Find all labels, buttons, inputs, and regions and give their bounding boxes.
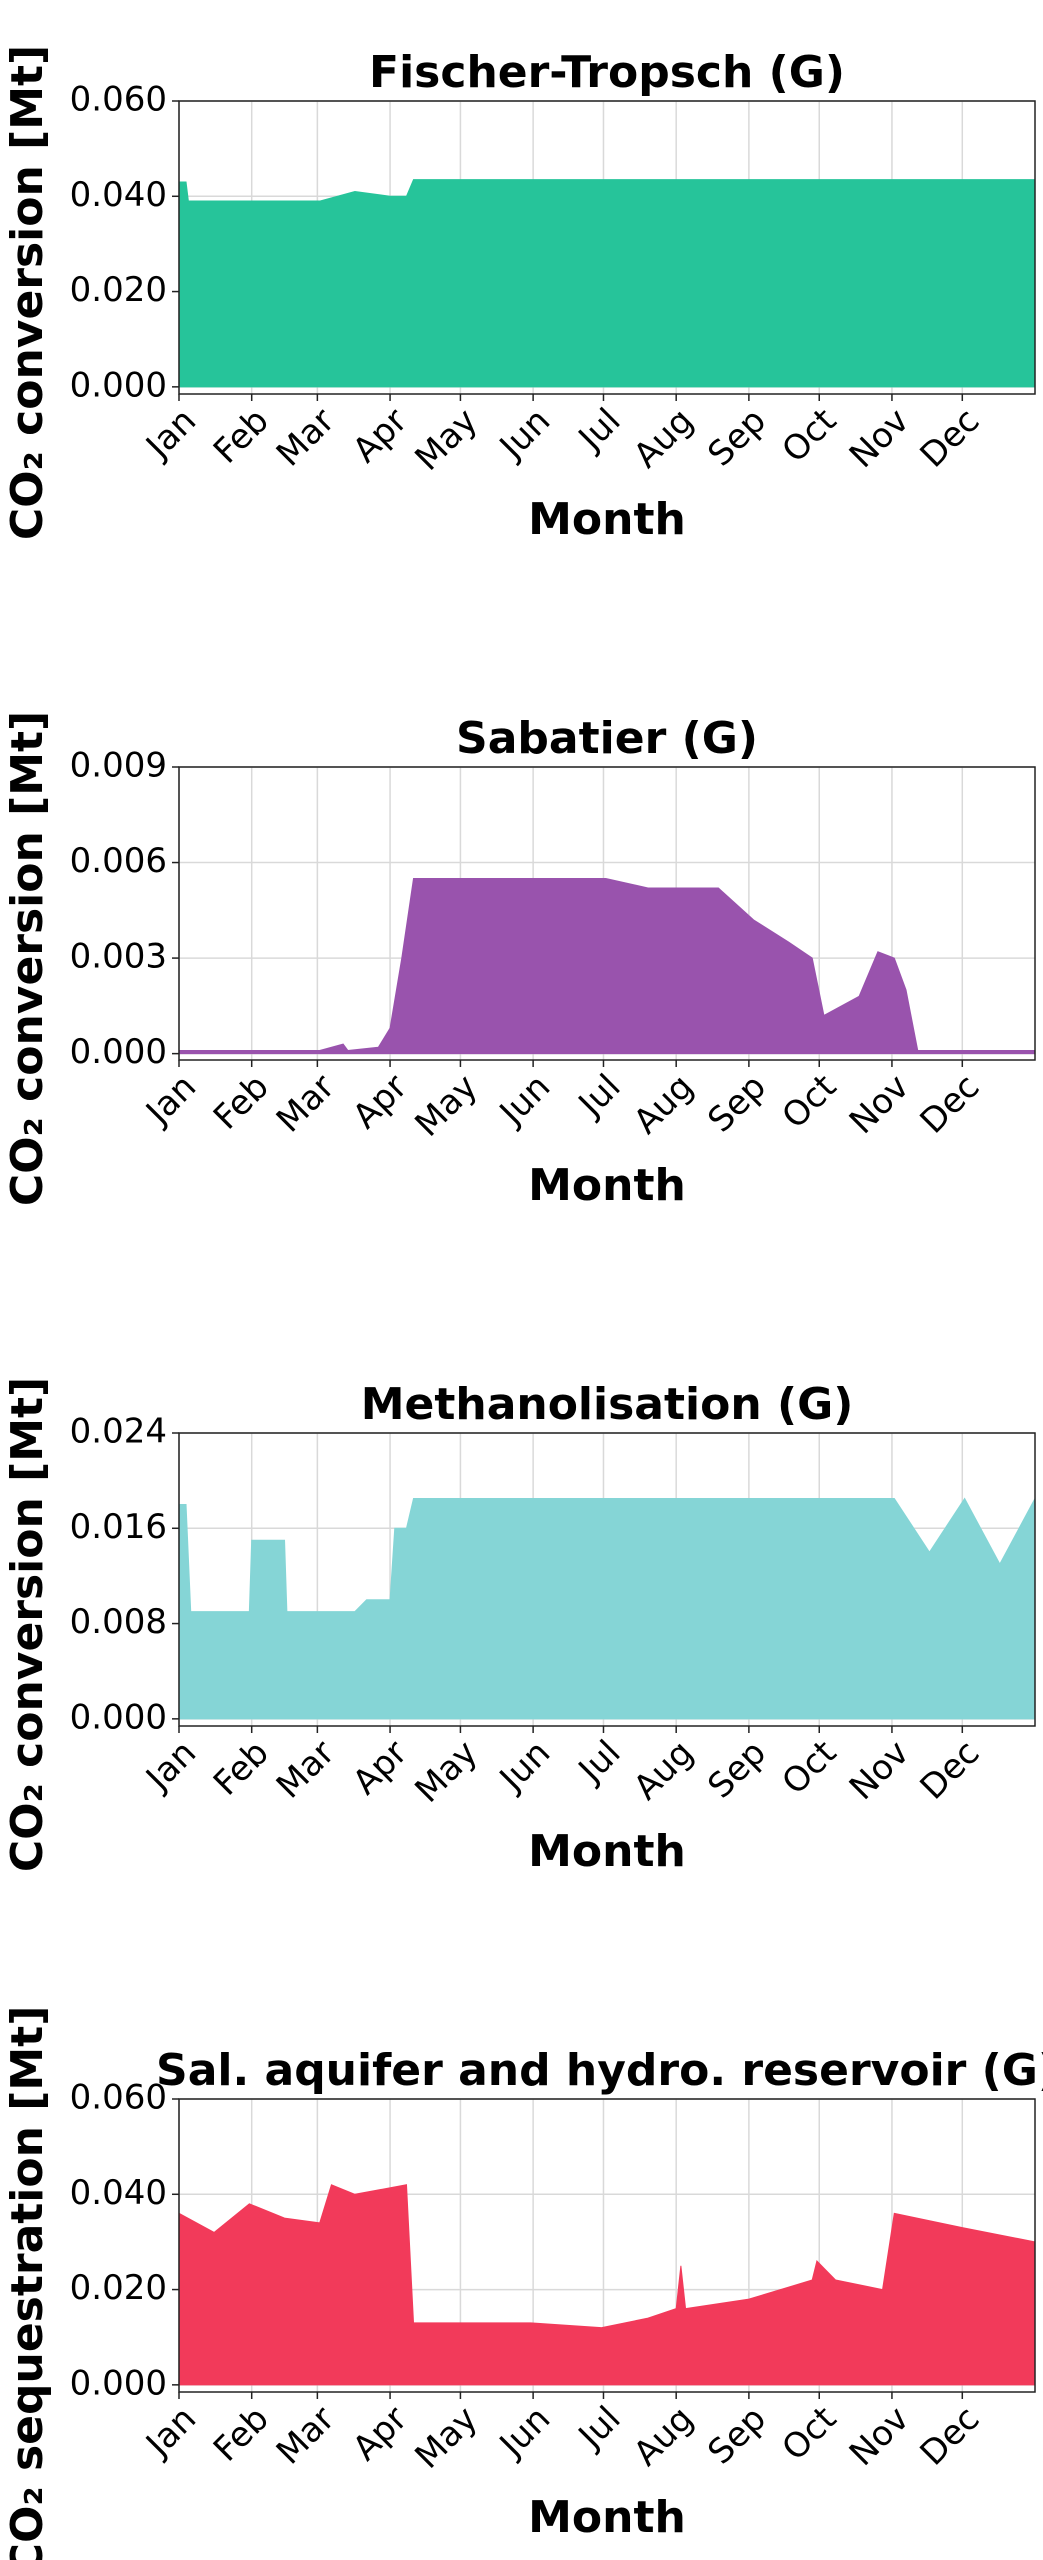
y-tick-label: 0.000 [70, 365, 167, 405]
x-tick-label: Jul [570, 401, 629, 460]
x-tick-label: Sep [700, 401, 774, 475]
area [178, 179, 1036, 388]
y-tick-label: 0.009 [70, 746, 167, 786]
x-tick-label: Nov [842, 401, 917, 476]
y-tick-label: 0.020 [70, 2268, 167, 2308]
x-tick-label: Sep [700, 2399, 774, 2473]
area [178, 1497, 1036, 1720]
chart-title: Sabatier (G) [456, 713, 758, 764]
x-tick-label: Aug [626, 2399, 701, 2474]
x-tick-label: Nov [842, 2399, 917, 2474]
x-tick-label: Jul [570, 1067, 629, 1126]
x-tick-label: Apr [345, 1067, 415, 1137]
y-tick-label: 0.000 [70, 1697, 167, 1737]
x-tick-label: Mar [269, 1067, 343, 1141]
plot-frame [178, 766, 1036, 1061]
x-tick-label: Mar [269, 2399, 343, 2473]
x-tick-label: Jul [570, 2399, 629, 2458]
x-tick-label: Oct [774, 1733, 844, 1803]
x-tick-label: Oct [774, 1067, 844, 1137]
x-tick-label: Jun [491, 1733, 558, 1800]
x-tick-label: Mar [269, 1733, 343, 1807]
x-tick-label: Oct [774, 2399, 844, 2469]
chart-title: Fischer-Tropsch (G) [369, 47, 845, 98]
x-axis-label: Month [528, 2492, 686, 2543]
x-tick-label: Jan [137, 2399, 204, 2466]
y-tick-label: 0.016 [70, 1507, 167, 1547]
x-tick-label: May [408, 2399, 486, 2477]
y-tick-label: 0.040 [70, 175, 167, 215]
x-tick-label: Jan [137, 1733, 204, 1800]
x-tick-label: Apr [345, 1733, 415, 1803]
x-tick-label: Jun [491, 1067, 558, 1134]
chart-title: Methanolisation (G) [361, 1379, 854, 1430]
x-tick-label: Aug [626, 1733, 701, 1808]
x-tick-label: Feb [206, 2399, 277, 2470]
y-axis-label: CO₂ conversion [Mt] [2, 711, 53, 1206]
x-tick-label: Apr [345, 2399, 415, 2469]
x-axis-label: Month [528, 1826, 686, 1877]
y-axis-label: CO₂ sequestration [Mt] [2, 2006, 53, 2560]
x-tick-label: Mar [269, 401, 343, 475]
x-tick-label: Jun [491, 2399, 558, 2466]
x-tick-label: Dec [913, 2399, 988, 2474]
x-tick-label: May [408, 401, 486, 479]
plot-frame [178, 1432, 1036, 1727]
x-tick-label: Nov [842, 1733, 917, 1808]
y-tick-label: 0.020 [70, 270, 167, 310]
y-tick-label: 0.040 [70, 2173, 167, 2213]
x-tick-label: May [408, 1067, 486, 1145]
y-tick-label: 0.000 [70, 1032, 167, 1072]
area [178, 877, 1036, 1055]
x-axis-label: Month [528, 1160, 686, 1211]
chart-title: Sal. aquifer and hydro. reservoir (G) [156, 2045, 1043, 2096]
y-tick-label: 0.060 [70, 80, 167, 120]
x-tick-label: Jul [570, 1733, 629, 1792]
y-axis-label: CO₂ conversion [Mt] [2, 1377, 53, 1872]
plot-frame [178, 2098, 1036, 2393]
x-tick-label: Dec [913, 1067, 988, 1142]
x-tick-label: Dec [913, 1733, 988, 1808]
y-tick-label: 0.003 [70, 937, 167, 977]
x-tick-label: Sep [700, 1067, 774, 1141]
x-tick-label: Nov [842, 1067, 917, 1142]
x-tick-label: Sep [700, 1733, 774, 1807]
x-tick-label: Aug [626, 1067, 701, 1142]
x-tick-label: Jan [137, 401, 204, 468]
x-tick-label: Apr [345, 401, 415, 471]
x-tick-label: Jun [491, 401, 558, 468]
x-tick-label: Feb [206, 1733, 277, 1804]
y-tick-label: 0.008 [70, 1602, 167, 1642]
y-axis-label: CO₂ conversion [Mt] [2, 45, 53, 540]
y-tick-label: 0.006 [70, 841, 167, 881]
x-tick-label: May [408, 1733, 486, 1811]
y-tick-label: 0.060 [70, 2078, 167, 2118]
x-tick-label: Oct [774, 401, 844, 471]
area [178, 2184, 1036, 2386]
x-tick-label: Feb [206, 401, 277, 472]
x-tick-label: Aug [626, 401, 701, 476]
x-tick-label: Dec [913, 401, 988, 476]
plot-frame [178, 100, 1036, 395]
x-tick-label: Feb [206, 1067, 277, 1138]
y-tick-label: 0.024 [70, 1412, 167, 1452]
x-tick-label: Jan [137, 1067, 204, 1134]
y-tick-label: 0.000 [70, 2363, 167, 2403]
x-axis-label: Month [528, 494, 686, 545]
chart-panel: Sal. aquifer and hydro. reservoir (G) Jan… [2, 2006, 1043, 2560]
